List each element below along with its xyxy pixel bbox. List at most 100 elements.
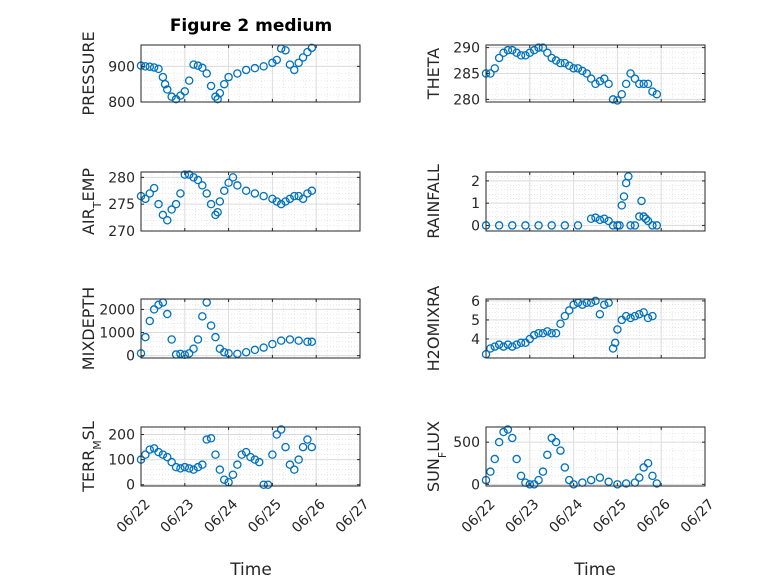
data-point	[494, 340, 504, 349]
data-point	[180, 87, 190, 96]
data-point	[560, 463, 570, 472]
y-tick-label: 2000	[99, 302, 135, 318]
panel-pressure: 800 900 PRESSURE	[79, 31, 361, 116]
data-point	[635, 473, 644, 482]
y-axis-label: MIXDEPTH	[79, 287, 98, 370]
data-point	[639, 463, 648, 472]
data-point	[303, 435, 312, 444]
data-point	[569, 480, 578, 489]
data-point	[184, 170, 194, 179]
data-point	[639, 212, 648, 221]
data-point	[246, 452, 255, 462]
data-point	[268, 339, 277, 349]
data-point	[494, 53, 504, 63]
axes-box	[485, 426, 706, 487]
data-point	[171, 199, 181, 209]
data-point	[560, 221, 570, 230]
data-point	[538, 329, 548, 338]
data-point	[176, 349, 185, 359]
data-point	[198, 312, 207, 321]
data-point	[198, 460, 207, 469]
data-point	[259, 191, 268, 201]
data-point	[241, 347, 251, 357]
axes-box	[140, 171, 361, 232]
data-point	[529, 45, 539, 55]
axes-box	[485, 298, 706, 359]
data-point	[154, 64, 163, 74]
data-point	[233, 69, 242, 78]
data-point	[516, 51, 526, 60]
data-point	[521, 221, 530, 230]
data-point	[145, 189, 155, 198]
data-point	[586, 475, 596, 485]
data-point	[250, 63, 260, 73]
data-point	[193, 335, 203, 344]
data-point	[586, 74, 596, 83]
data-point	[272, 197, 282, 206]
data-point	[643, 458, 653, 468]
y-tick-label: 500	[453, 435, 480, 451]
data-point	[534, 43, 543, 52]
data-point	[180, 170, 190, 179]
data-point	[617, 201, 627, 210]
data-point	[508, 221, 517, 230]
data-point	[281, 442, 290, 452]
y-tick-label: 280	[453, 92, 480, 108]
data-point	[259, 343, 268, 352]
data-point	[250, 345, 260, 355]
data-point	[490, 64, 500, 73]
data-point	[630, 311, 640, 321]
data-point	[241, 447, 251, 457]
y-tick-label: 0	[471, 477, 480, 493]
data-point	[626, 221, 635, 230]
data-point	[512, 48, 521, 58]
data-point	[547, 329, 556, 338]
y-axis-label: AIRTEMP	[79, 168, 104, 235]
y-axis-label: TERRMSL	[79, 421, 104, 493]
data-point	[604, 477, 613, 487]
data-point	[176, 189, 185, 198]
data-point	[621, 311, 631, 321]
data-point	[626, 313, 635, 323]
data-point	[219, 186, 229, 196]
data-point	[525, 48, 535, 58]
data-point	[171, 462, 181, 472]
data-point	[145, 62, 155, 71]
data-point	[189, 344, 198, 353]
data-point	[298, 53, 308, 62]
axes-box	[140, 426, 361, 487]
data-point	[163, 216, 172, 225]
data-point	[608, 95, 618, 104]
data-point	[503, 425, 513, 434]
data-point	[176, 464, 185, 473]
data-point	[241, 65, 251, 75]
y-tick-label: 1	[471, 196, 480, 212]
data-point	[285, 335, 295, 344]
data-point	[508, 342, 517, 351]
data-point	[490, 342, 500, 351]
data-point	[255, 457, 264, 467]
data-point	[595, 473, 605, 482]
axes-box	[485, 171, 706, 232]
x-axis-label-right: Time	[573, 560, 616, 580]
data-point	[149, 305, 159, 314]
data-point	[534, 221, 543, 230]
y-axis-label: SUNFLUX	[424, 421, 449, 492]
data-point	[167, 205, 176, 214]
data-point	[591, 296, 600, 306]
data-point	[189, 465, 198, 474]
data-point	[641, 214, 651, 224]
chart-title: Figure 2 medium	[170, 16, 332, 36]
data-point	[228, 173, 238, 182]
data-point	[211, 210, 220, 220]
y-tick-label: 2	[471, 174, 480, 190]
data-point	[643, 216, 653, 226]
data-point	[307, 442, 317, 452]
data-point	[219, 475, 229, 484]
data-point	[211, 332, 220, 342]
data-point	[564, 61, 574, 70]
data-point	[543, 450, 552, 460]
data-point	[202, 189, 211, 198]
plot-area	[141, 427, 360, 486]
data-point	[198, 181, 207, 190]
